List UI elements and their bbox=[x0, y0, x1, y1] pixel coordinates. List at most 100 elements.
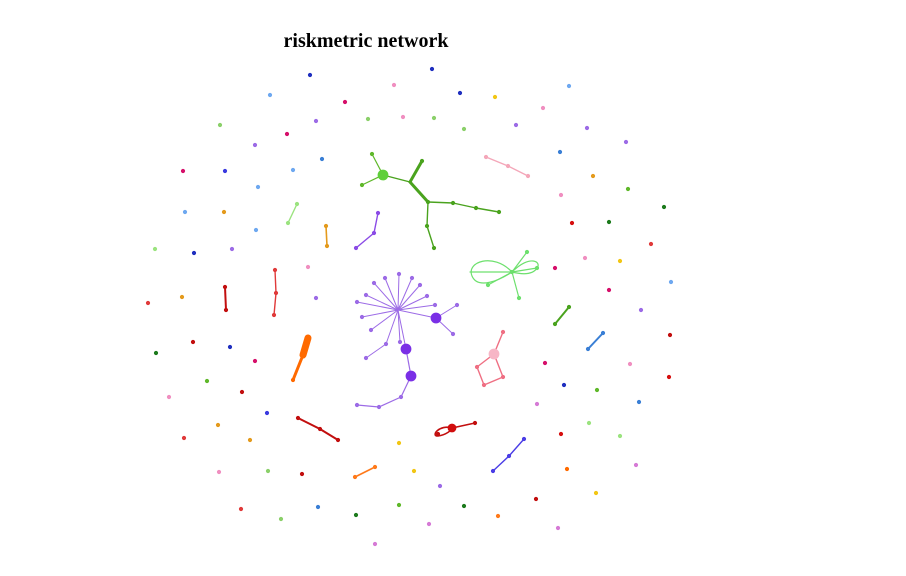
network-edge bbox=[373, 212, 379, 234]
network-edge bbox=[492, 455, 510, 472]
network-node bbox=[239, 389, 245, 395]
network-node bbox=[335, 437, 341, 443]
network-node bbox=[606, 219, 612, 225]
network-edge bbox=[507, 165, 529, 177]
network-edge bbox=[378, 396, 402, 408]
network-edge bbox=[319, 428, 339, 441]
network-edge bbox=[397, 277, 413, 311]
network-node bbox=[569, 220, 575, 226]
network-node bbox=[533, 496, 539, 502]
network-node bbox=[369, 151, 375, 157]
network-node bbox=[253, 227, 259, 233]
network-edge bbox=[355, 232, 375, 249]
network-node bbox=[483, 154, 489, 160]
network-node bbox=[481, 382, 487, 388]
network-node bbox=[505, 163, 511, 169]
network-edge bbox=[297, 417, 321, 430]
network-edge bbox=[299, 334, 312, 359]
network-node bbox=[363, 292, 369, 298]
network-node bbox=[222, 284, 228, 290]
network-loop-edge bbox=[470, 260, 513, 284]
network-node bbox=[371, 230, 377, 236]
network-edge bbox=[475, 207, 500, 213]
network-node bbox=[593, 490, 599, 496]
network-node bbox=[182, 209, 188, 215]
network-node bbox=[152, 246, 158, 252]
network-node bbox=[409, 275, 415, 281]
network-edge bbox=[452, 202, 477, 209]
network-node bbox=[450, 200, 456, 206]
network-node bbox=[432, 302, 438, 308]
network-node bbox=[552, 321, 558, 327]
network-edge bbox=[408, 180, 430, 204]
network-node bbox=[419, 158, 425, 164]
network-node bbox=[375, 210, 381, 216]
network-edge bbox=[408, 159, 424, 184]
network-node bbox=[313, 295, 319, 301]
network-edge bbox=[511, 267, 538, 273]
network-node bbox=[450, 331, 456, 337]
network-node bbox=[227, 344, 233, 350]
network-node bbox=[153, 350, 159, 356]
network-node bbox=[353, 245, 359, 251]
network-node bbox=[558, 431, 564, 437]
network-node bbox=[558, 192, 564, 198]
network-node bbox=[238, 506, 244, 512]
network-node bbox=[668, 279, 674, 285]
network-edge bbox=[397, 309, 437, 319]
network-node bbox=[273, 290, 279, 296]
network-edge bbox=[587, 332, 604, 350]
network-node bbox=[566, 304, 572, 310]
network-edge bbox=[508, 438, 525, 457]
network-node bbox=[272, 267, 278, 273]
network-node bbox=[352, 474, 358, 480]
network-node bbox=[179, 294, 185, 300]
network-node bbox=[586, 420, 592, 426]
network-node bbox=[474, 364, 480, 370]
network-node bbox=[376, 404, 382, 410]
network-edge bbox=[287, 203, 298, 224]
network-hub-node bbox=[488, 348, 500, 360]
network-node bbox=[396, 440, 402, 446]
network-node bbox=[315, 504, 321, 510]
network-edge bbox=[554, 306, 570, 325]
network-node bbox=[534, 401, 540, 407]
network-node bbox=[365, 116, 371, 122]
network-edge bbox=[397, 309, 407, 350]
network-node bbox=[495, 513, 501, 519]
network-edge bbox=[397, 309, 401, 343]
network-node bbox=[229, 246, 235, 252]
network-node bbox=[557, 149, 563, 155]
network-node bbox=[284, 131, 290, 137]
network-node bbox=[265, 468, 271, 474]
network-edge bbox=[273, 292, 277, 316]
network-node bbox=[492, 94, 498, 100]
network-node bbox=[295, 415, 301, 421]
network-edge bbox=[356, 301, 399, 311]
network-hub-node bbox=[430, 312, 442, 324]
network-edge bbox=[426, 201, 429, 227]
network-edge bbox=[397, 273, 400, 311]
network-node bbox=[313, 118, 319, 124]
network-node bbox=[431, 245, 437, 251]
network-edge bbox=[361, 309, 399, 318]
network-node bbox=[590, 173, 596, 179]
network-node bbox=[359, 182, 365, 188]
network-edge bbox=[397, 304, 436, 311]
network-node bbox=[594, 387, 600, 393]
network-node bbox=[264, 410, 270, 416]
network-node bbox=[509, 269, 515, 275]
network-node bbox=[271, 312, 277, 318]
network-node bbox=[534, 265, 540, 271]
network-edge bbox=[426, 225, 435, 249]
edges-layer bbox=[224, 153, 604, 478]
network-node bbox=[485, 282, 491, 288]
network-edge bbox=[224, 286, 227, 311]
network-node bbox=[216, 469, 222, 475]
network-node bbox=[542, 360, 548, 366]
network-node bbox=[496, 209, 502, 215]
network-node bbox=[411, 468, 417, 474]
network-node bbox=[617, 258, 623, 264]
network-node bbox=[454, 302, 460, 308]
network-node bbox=[429, 66, 435, 72]
